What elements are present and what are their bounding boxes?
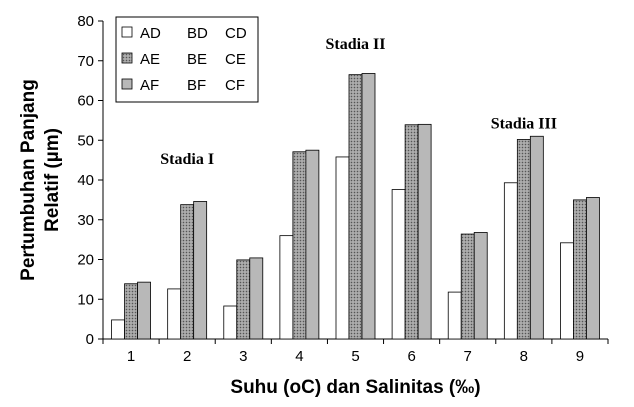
legend-swatch-3 (121, 78, 133, 90)
y-axis-title-line-1: Pertumbuhan Panjang (18, 79, 39, 281)
bar-series-3-cat-4 (305, 149, 320, 340)
x-tick-label: 6 (407, 348, 415, 365)
annotations: Stadia I Stadia II Stadia III (160, 36, 557, 168)
y-tick-label: 10 (77, 291, 94, 308)
bar-series-1-cat-4 (279, 235, 294, 340)
stadia-annotation-3: Stadia III (491, 115, 557, 132)
x-tick-label: 9 (576, 348, 584, 365)
stadia-annotation-2: Stadia II (325, 36, 385, 53)
x-tick-label: 7 (464, 348, 472, 365)
legend-label-1-2: BD (187, 25, 208, 42)
bar-series-3-cat-6 (417, 123, 432, 340)
bar-series-3-cat-9 (586, 197, 600, 340)
bar-series-1-cat-8 (503, 182, 518, 340)
y-tick-label: 60 (77, 93, 94, 110)
legend-label-2-3: CE (225, 51, 246, 68)
bar-series-2-cat-3 (236, 259, 251, 340)
bar-series-3-cat-8 (529, 135, 544, 340)
bar-series-1-cat-6 (391, 189, 406, 340)
bar-series-2-cat-8 (516, 139, 531, 340)
y-axis-ticks: 0 10 20 30 40 50 60 70 80 (77, 13, 103, 348)
y-tick-label: 40 (77, 172, 94, 189)
x-tick-label: 5 (351, 348, 359, 365)
x-tick-label: 3 (239, 348, 247, 365)
bar-series-2-cat-6 (404, 124, 419, 340)
x-axis-title: Suhu (oC) dan Salinitas (‰) (230, 377, 480, 398)
x-tick-label: 2 (183, 348, 191, 365)
bar-series-2-cat-5 (348, 74, 363, 340)
y-tick-label: 0 (86, 331, 94, 348)
legend-box (115, 16, 259, 103)
bar-series-1-cat-3 (223, 305, 238, 340)
bar-series-2-cat-4 (292, 151, 307, 340)
y-tick-label: 20 (77, 252, 94, 269)
legend-swatch-2 (121, 52, 133, 64)
bar-series-2-cat-7 (460, 233, 475, 340)
legend: AD BD CD AE BE CE AF BF CF (115, 16, 259, 103)
x-axis-ticks: 1 2 3 4 5 6 7 8 9 (102, 339, 609, 365)
y-tick-label: 30 (77, 212, 94, 229)
bar-series-1-cat-1 (111, 319, 125, 340)
y-tick-label: 80 (77, 13, 94, 30)
y-tick-label: 50 (77, 132, 94, 149)
legend-label-1-3: CD (225, 25, 247, 42)
bar-series-3-cat-1 (137, 281, 151, 340)
legend-label-2-1: AE (140, 51, 160, 68)
bar-series-3-cat-2 (193, 201, 208, 340)
bar-series-1-cat-7 (447, 291, 462, 340)
x-tick-label: 4 (295, 348, 303, 365)
x-tick-label: 8 (520, 348, 528, 365)
bar-series-3-cat-5 (361, 73, 376, 340)
bar-series-1-cat-9 (560, 242, 574, 340)
y-tick-label: 70 (77, 53, 94, 70)
legend-label-3-2: BF (187, 77, 206, 94)
legend-label-3-1: AF (140, 77, 159, 94)
bar-series-3-cat-3 (249, 257, 264, 340)
bar-series-1-cat-5 (335, 156, 350, 340)
legend-swatch-1 (121, 26, 133, 38)
bar-series-2-cat-2 (180, 204, 195, 340)
bar-series-2-cat-9 (573, 199, 587, 340)
bars (111, 73, 600, 340)
stadia-annotation-1: Stadia I (160, 151, 214, 168)
bar-series-3-cat-7 (473, 232, 488, 340)
bar-series-2-cat-1 (124, 283, 138, 340)
legend-label-3-3: CF (225, 77, 245, 94)
x-tick-label: 1 (127, 348, 135, 365)
legend-label-1-1: AD (140, 25, 161, 42)
bar-series-1-cat-2 (167, 288, 182, 340)
y-axis-title-line-2: Relatif (µm) (42, 128, 63, 232)
legend-label-2-2: BE (187, 51, 207, 68)
